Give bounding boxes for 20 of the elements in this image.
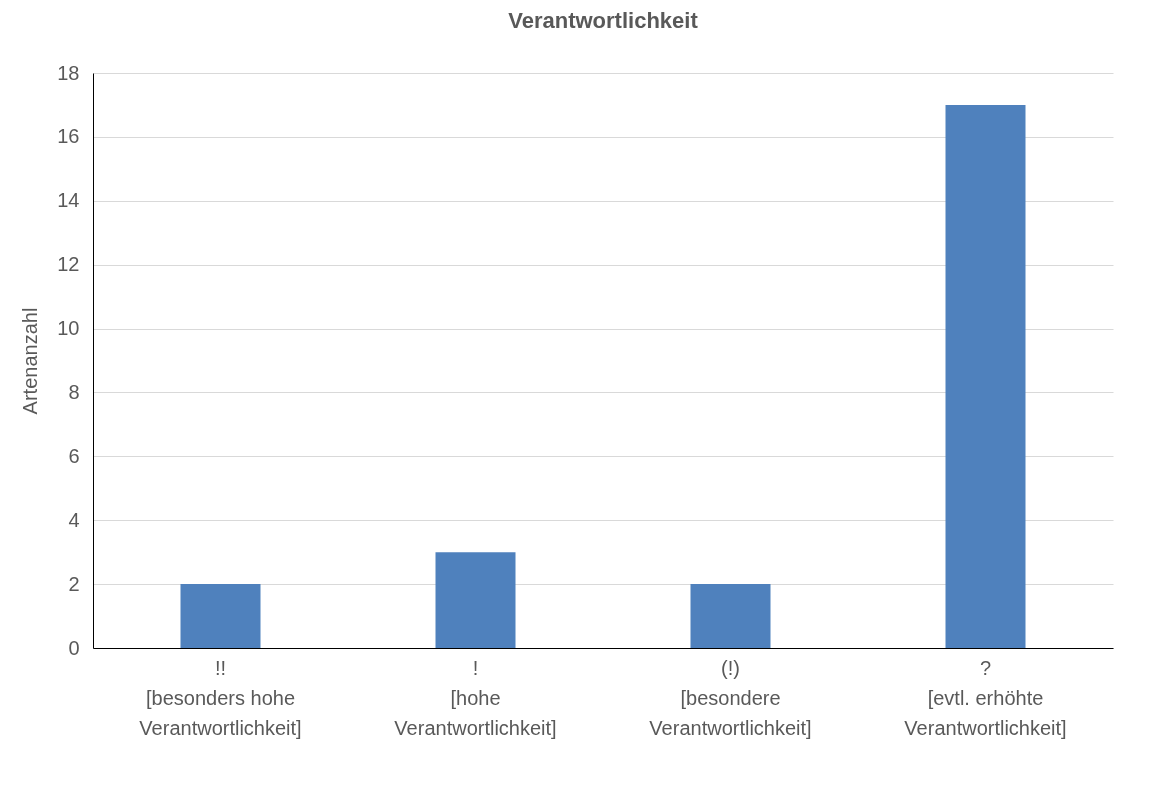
y-tick-label: 14 <box>57 189 80 212</box>
y-tick-label: 12 <box>57 253 80 276</box>
chart-title: Verantwortlichkeit <box>508 8 699 33</box>
bar <box>690 584 771 648</box>
y-tick-label: 18 <box>57 61 80 84</box>
x-tick-label: ? [evtl. erhöhte Verantwortlichkeit] <box>904 656 1067 739</box>
bar <box>435 552 516 648</box>
bar <box>945 104 1026 648</box>
y-tick-label: 0 <box>68 636 80 659</box>
x-tick-label: (!) [besondere Verantwortlichkeit] <box>649 656 812 739</box>
x-tick-label: !! [besonders hohe Verantwortlichkeit] <box>139 656 302 739</box>
y-axis-title: Artenanzahl <box>19 307 42 415</box>
y-tick-label: 10 <box>57 317 80 340</box>
y-tick-label: 2 <box>68 572 80 595</box>
y-tick-label: 6 <box>68 444 80 467</box>
x-tick-label: ! [hohe Verantwortlichkeit] <box>394 656 557 739</box>
y-tick-label: 8 <box>68 380 80 403</box>
y-tick-label: 16 <box>57 125 80 148</box>
bar <box>180 584 261 648</box>
y-tick-label: 4 <box>68 508 80 531</box>
